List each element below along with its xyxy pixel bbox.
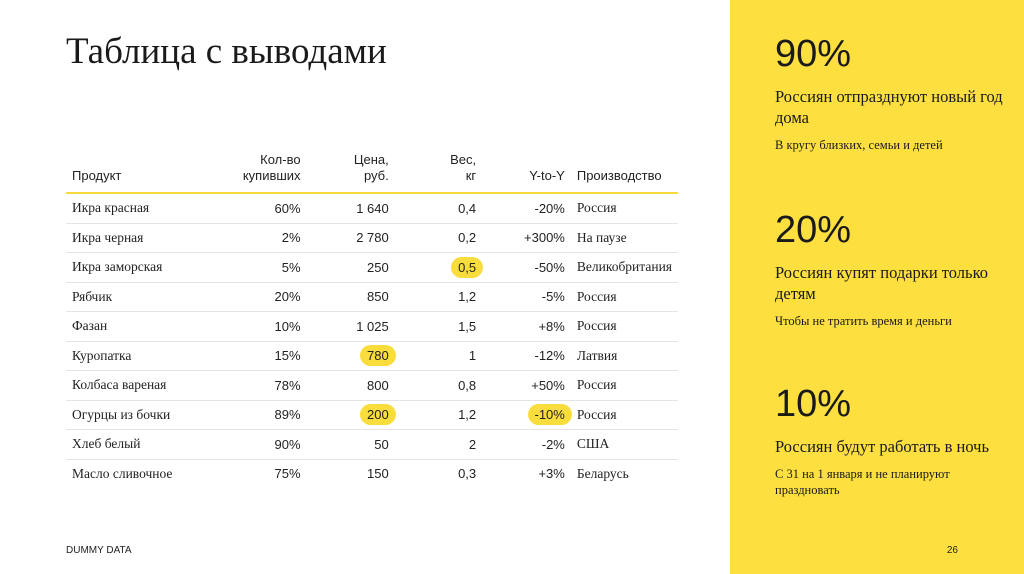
stat-percent: 20% — [775, 209, 852, 251]
stat-percent: 90% — [775, 33, 852, 75]
cell-share: 15% — [223, 341, 307, 371]
cell-price: 800 — [306, 370, 395, 401]
cell-weight: 1,5 — [394, 311, 483, 342]
cell-share: 90% — [223, 429, 307, 460]
cell-origin: На паузе — [570, 223, 678, 253]
table-row: Куропатка 15% 780 1 -12% Латвия — [66, 341, 678, 371]
cell-yoy: +8% — [482, 311, 571, 342]
cell-share: 20% — [223, 282, 307, 312]
cell-weight: 2 — [394, 429, 483, 460]
stat-subtext: Чтобы не тратить время и деньги — [775, 314, 952, 328]
cell-product: Колбаса вареная — [66, 370, 224, 401]
cell-share: 2% — [223, 223, 307, 253]
cell-price: 2 780 — [306, 223, 395, 253]
cell-origin: США — [570, 429, 678, 460]
cell-weight: 0,8 — [394, 370, 483, 401]
table-row: Икра красная 60% 1 640 0,4 -20% Россия — [66, 193, 678, 224]
cell-yoy: -10% — [482, 400, 572, 430]
cell-product: Икра заморская — [66, 252, 224, 283]
cell-share: 60% — [223, 193, 307, 224]
cell-yoy: -50% — [482, 252, 571, 283]
cell-origin: Великобритания — [570, 252, 678, 283]
cell-weight: 0,5 — [394, 252, 484, 283]
cell-yoy: -12% — [482, 341, 571, 371]
cell-weight: 0,2 — [394, 223, 483, 253]
cell-origin: Россия — [570, 370, 678, 401]
cell-weight: 0,3 — [458, 466, 477, 482]
cell-product: Огурцы из бочки — [66, 400, 224, 430]
cell-product: Масло сливочное — [72, 465, 173, 481]
cell-yoy: +300% — [482, 223, 571, 253]
cell-weight: 1,2 — [394, 282, 483, 312]
table-row: Колбаса вареная 78% 800 0,8 +50% Россия — [66, 370, 678, 401]
highlighted-value: -10% — [527, 404, 572, 426]
col-header-share: Кол-во купивших — [223, 152, 307, 194]
table-row: Икра черная 2% 2 780 0,2 +300% На паузе — [66, 223, 678, 253]
table-row: Масло сливочное 75% 150 0,3 +3% Беларусь — [66, 459, 678, 488]
cell-share: 78% — [223, 370, 307, 401]
cell-share: 75% — [274, 466, 301, 482]
cell-price: 780 — [306, 341, 396, 371]
cell-price: 200 — [306, 400, 396, 430]
table-row: Икра заморская 5% 250 0,5 -50% Великобри… — [66, 252, 678, 283]
stat-subtext: С 31 на 1 января и не планируют празднов… — [775, 467, 950, 497]
highlighted-value: 780 — [360, 345, 396, 367]
cell-product: Фазан — [66, 311, 224, 342]
col-header-product: Продукт — [66, 152, 224, 194]
summary-table: Продукт Кол-во купивших Цена, руб. Вес, … — [66, 152, 678, 488]
cell-origin: Россия — [570, 400, 678, 430]
stat-subtext: В кругу близких, семьи и детей — [775, 138, 943, 152]
stat-headline: Россиян купят подарки только детям — [775, 263, 988, 303]
page-title: Таблица с выводами — [66, 31, 387, 72]
col-header-weight: Вес, кг — [394, 152, 483, 194]
cell-price: 1 025 — [306, 311, 395, 342]
table-row: Огурцы из бочки 89% 200 1,2 -10% Россия — [66, 400, 678, 430]
cell-origin: Россия — [570, 282, 678, 312]
cell-product: Икра черная — [66, 223, 224, 253]
cell-share: 5% — [223, 252, 307, 283]
cell-product: Рябчик — [66, 282, 224, 312]
cell-price: 150 — [367, 466, 389, 482]
cell-origin: Россия — [570, 193, 678, 224]
stat-block: 90% Россиян отпразднуют новый год дома В… — [775, 34, 1015, 153]
table-row: Хлеб белый 90% 50 2 -2% США — [66, 429, 678, 460]
stat-headline: Россиян будут работать в ночь — [775, 437, 989, 456]
cell-yoy: -2% — [482, 429, 571, 460]
cell-yoy: +50% — [482, 370, 571, 401]
page-number: 26 — [946, 545, 958, 556]
table-row: Рябчик 20% 850 1,2 -5% Россия — [66, 282, 678, 312]
table-row: Фазан 10% 1 025 1,5 +8% Россия — [66, 311, 678, 342]
stat-percent: 10% — [775, 383, 852, 425]
cell-share: 89% — [223, 400, 307, 430]
cell-yoy: +3% — [538, 466, 565, 482]
cell-product: Куропатка — [66, 341, 224, 371]
footer-note: DUMMY DATA — [66, 545, 132, 556]
cell-yoy: -5% — [482, 282, 571, 312]
highlighted-value: 200 — [360, 404, 396, 426]
cell-share: 10% — [223, 311, 307, 342]
cell-yoy: -20% — [482, 193, 571, 224]
cell-product: Хлеб белый — [66, 429, 224, 460]
stat-block: 20% Россиян купят подарки только детям Ч… — [775, 210, 1015, 329]
col-header-price: Цена, руб. — [306, 152, 395, 194]
cell-price: 50 — [306, 429, 395, 460]
stats-panel: 90% Россиян отпразднуют новый год дома В… — [730, 0, 1024, 574]
col-header-yoy: Y-to-Y — [482, 152, 571, 194]
cell-weight: 1,2 — [394, 400, 483, 430]
stat-headline: Россиян отпразднуют новый год дома — [775, 87, 1003, 127]
cell-price: 850 — [306, 282, 395, 312]
cell-price: 250 — [306, 252, 395, 283]
stat-block: 10% Россиян будут работать в ночь С 31 н… — [775, 384, 1015, 498]
cell-weight: 1 — [394, 341, 483, 371]
highlighted-value: 0,5 — [451, 256, 484, 278]
table-header-row: Продукт Кол-во купивших Цена, руб. Вес, … — [66, 152, 678, 194]
cell-price: 1 640 — [306, 193, 395, 224]
cell-weight: 0,4 — [394, 193, 483, 224]
cell-origin: Латвия — [570, 341, 678, 371]
cell-product: Икра красная — [66, 193, 224, 224]
cell-origin: Россия — [570, 311, 678, 342]
col-header-origin: Производство — [570, 152, 678, 194]
cell-origin: Беларусь — [576, 465, 629, 481]
